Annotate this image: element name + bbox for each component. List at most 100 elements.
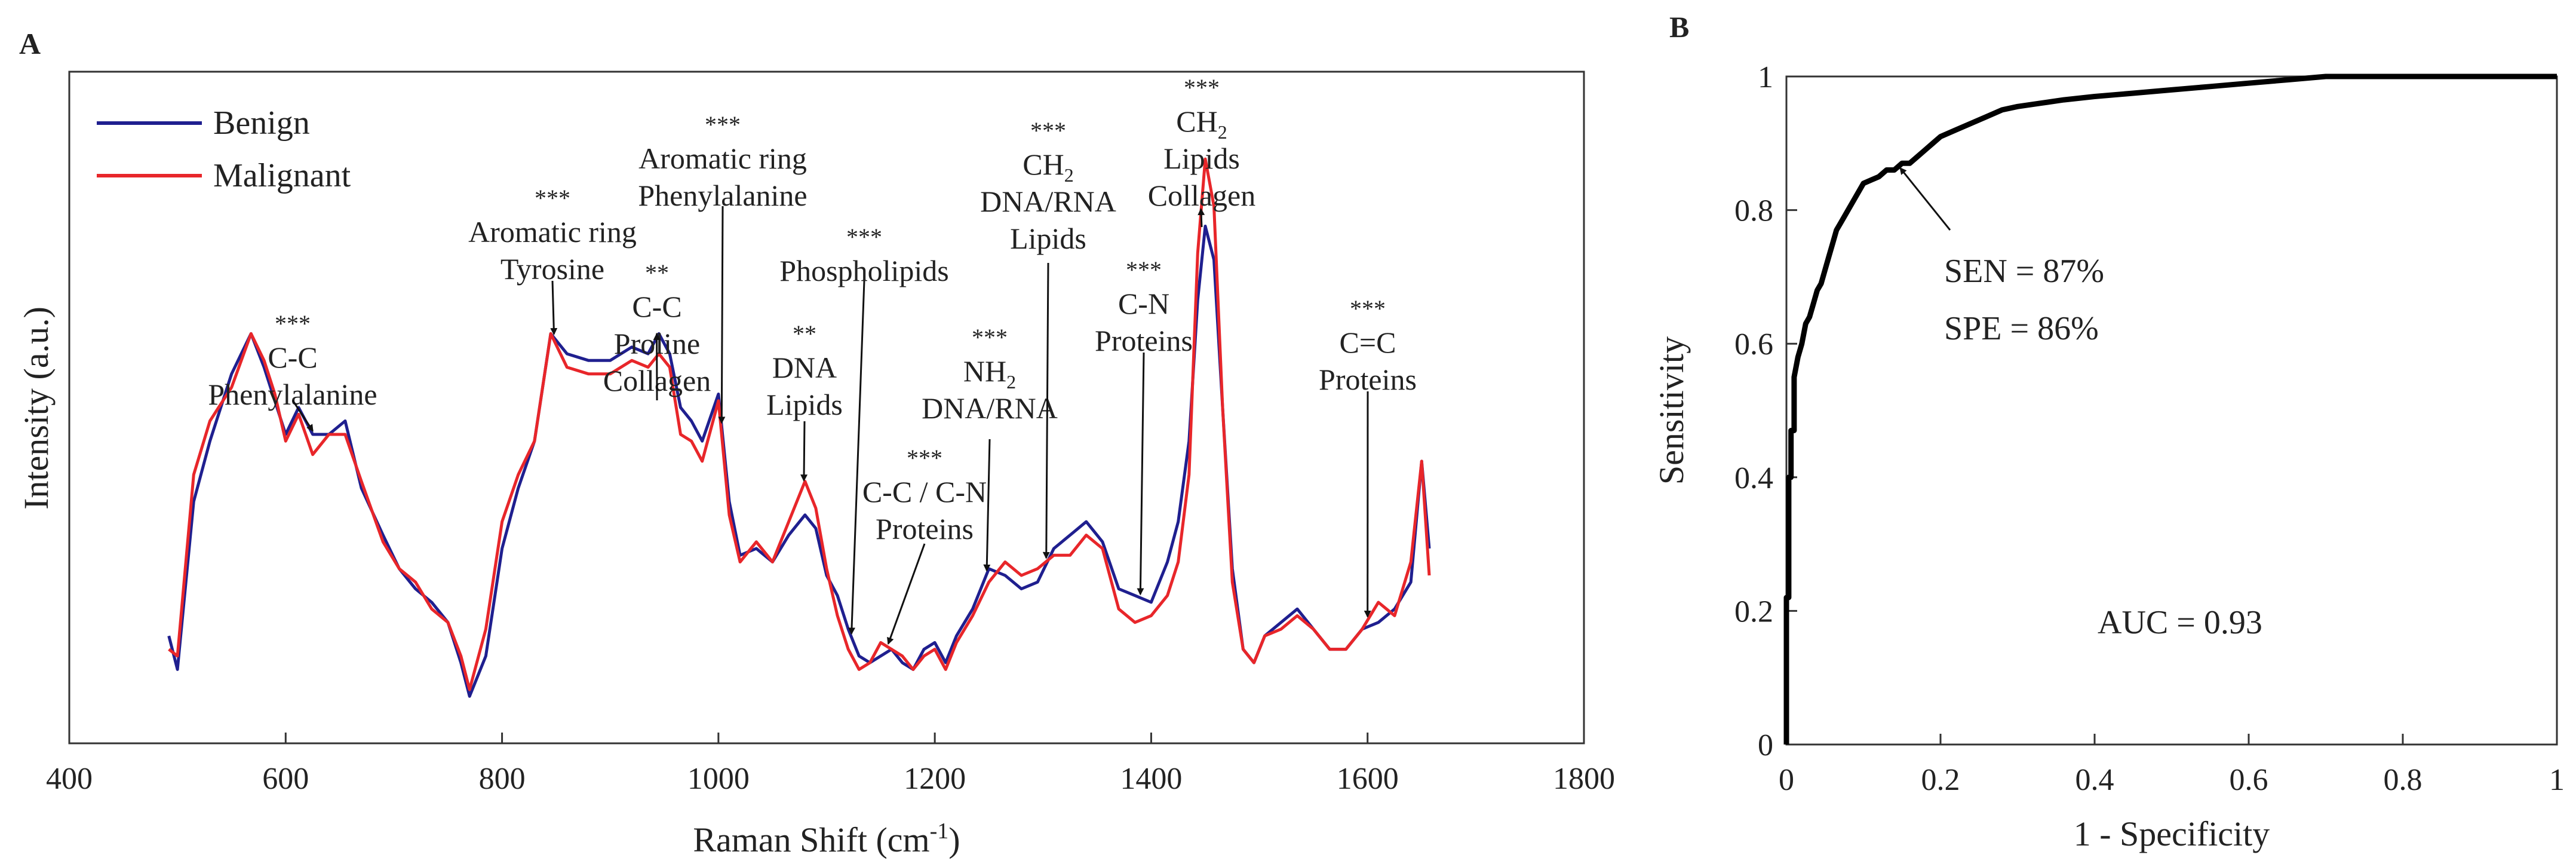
panel-label-b: B bbox=[1669, 10, 1689, 44]
spectra-chart: 400 600 800 1000 1200 1400 1600 1800 *** C-C Phen… bbox=[17, 71, 1615, 859]
significance-stars: *** bbox=[535, 185, 570, 212]
legend-malignant-label: Malignant bbox=[213, 157, 351, 194]
peak-label-line: C-C / C-N bbox=[862, 475, 987, 508]
significance-stars: ** bbox=[645, 259, 669, 286]
peak-annotation: *** C-C / C-N Proteins bbox=[862, 445, 987, 645]
peak-label-text: CH bbox=[1176, 105, 1217, 138]
peak-annotation: *** C=C Proteins bbox=[1319, 295, 1417, 618]
peak-arrow bbox=[291, 400, 314, 432]
roc-x-tick-label: 1 bbox=[2549, 763, 2565, 797]
spectra-line-malignant bbox=[168, 157, 1431, 691]
peak-annotation: ***Phospholipids bbox=[779, 223, 949, 635]
peak-label-line: CH2 bbox=[1176, 105, 1227, 143]
peak-label-line: Lipids bbox=[766, 388, 843, 421]
peak-label-line: DNA/RNA bbox=[980, 185, 1116, 218]
spectra-x-tick-label: 1600 bbox=[1337, 762, 1399, 796]
legend-benign-label: Benign bbox=[213, 105, 310, 142]
spectra-x-tick-label: 1800 bbox=[1553, 762, 1615, 796]
significance-stars: *** bbox=[1126, 256, 1162, 283]
spectra-x-tick-label: 1400 bbox=[1120, 762, 1182, 796]
peak-label-line: DNA/RNA bbox=[922, 391, 1058, 425]
significance-stars: *** bbox=[846, 223, 882, 250]
peak-arrow bbox=[887, 543, 926, 645]
spectra-x-tick-label: 400 bbox=[46, 762, 93, 796]
peak-annotation: *** C-C Phenylalanine bbox=[208, 310, 377, 432]
roc-x-tick-label: 0 bbox=[1779, 763, 1794, 797]
peak-label-line: C-N bbox=[1118, 287, 1169, 320]
peak-arrow bbox=[1137, 352, 1145, 596]
peak-label-subscript: 2 bbox=[1006, 371, 1016, 393]
peak-arrow bbox=[983, 439, 991, 572]
peak-arrow bbox=[848, 280, 865, 635]
roc-curve bbox=[1783, 73, 2557, 745]
peak-label-line: Lipids bbox=[1163, 142, 1240, 175]
peak-label-subscript: 2 bbox=[1064, 164, 1074, 186]
peak-label-text: Proteins bbox=[876, 512, 974, 546]
peak-arrow bbox=[550, 280, 558, 336]
roc-chart: 0 0.2 0.4 0.6 0.8 1 0 0.2 0.4 0.6 0.8 1 SEN = 87% S… bbox=[1652, 60, 2565, 853]
peak-arrow bbox=[1198, 208, 1205, 228]
spectra-x-tick-label: 800 bbox=[479, 762, 526, 796]
peak-label-line: Aromatic ring bbox=[468, 215, 637, 249]
roc-plot-frame bbox=[1785, 75, 2558, 746]
peak-label-line: Lipids bbox=[1010, 222, 1086, 255]
significance-stars: *** bbox=[1030, 117, 1066, 144]
peak-label-line: Aromatic ring bbox=[638, 142, 807, 175]
roc-x-tick-label: 0.8 bbox=[2384, 763, 2423, 797]
peak-label-text: Lipids bbox=[1010, 222, 1086, 255]
peak-label-line: C-C bbox=[268, 341, 317, 374]
peak-label-text: Aromatic ring bbox=[638, 142, 807, 175]
peak-label-text: Lipids bbox=[1163, 142, 1240, 175]
peak-label-text: DNA/RNA bbox=[922, 391, 1058, 425]
roc-x-axis-label: 1 - Specificity bbox=[2074, 814, 2270, 853]
peak-label-text: DNA bbox=[772, 351, 837, 384]
significance-stars: *** bbox=[705, 111, 741, 138]
peak-label-line: Tyrosine bbox=[501, 252, 604, 286]
peak-label-line: Phenylalanine bbox=[208, 378, 377, 411]
spectra-x-tick-label: 600 bbox=[262, 762, 309, 796]
peak-label-text: Tyrosine bbox=[501, 252, 604, 286]
roc-x-tick-label: 0.4 bbox=[2075, 763, 2114, 797]
spectra-x-axis-label: Raman Shift (cm-1) bbox=[693, 819, 960, 859]
spectra-x-tick-label: 1000 bbox=[687, 762, 750, 796]
peak-label-text: CH bbox=[1023, 148, 1064, 181]
roc-y-tick-label: 0.4 bbox=[1734, 461, 1773, 495]
significance-stars: *** bbox=[972, 324, 1008, 351]
peak-label-text: C-C / C-N bbox=[862, 475, 987, 508]
significance-stars: *** bbox=[907, 445, 942, 471]
significance-stars: *** bbox=[1350, 295, 1386, 322]
roc-specificity-annotation: SPE = 86% bbox=[1944, 310, 2099, 347]
peak-label-line: C=C bbox=[1340, 326, 1396, 359]
peak-arrow bbox=[718, 206, 726, 424]
peak-label-line: Proteins bbox=[1095, 324, 1193, 357]
peak-annotation: ** DNA Lipids bbox=[766, 320, 843, 482]
peak-label-text: DNA/RNA bbox=[980, 185, 1116, 218]
peak-label-text: C-C bbox=[268, 341, 317, 374]
peak-label-line: NH2 bbox=[963, 354, 1016, 393]
peak-label-text: C-N bbox=[1118, 287, 1169, 320]
peak-label-text: NH bbox=[963, 354, 1006, 388]
roc-y-tick-label: 1 bbox=[1758, 60, 1773, 94]
roc-auc-annotation: AUC = 0.93 bbox=[2098, 604, 2262, 641]
peak-label-text: C=C bbox=[1340, 326, 1396, 359]
peak-label-text: Proteins bbox=[1095, 324, 1193, 357]
peak-label-line: Proteins bbox=[1319, 363, 1417, 396]
peak-label-text: Collagen bbox=[1148, 179, 1256, 212]
peak-arrow bbox=[800, 421, 808, 482]
roc-y-axis-label: Sensitivity bbox=[1652, 336, 1691, 485]
peak-annotation: *** C-N Proteins bbox=[1095, 256, 1193, 596]
peak-label-line: C-C bbox=[632, 290, 681, 323]
peak-arrow bbox=[1042, 262, 1050, 559]
peak-label-line: DNA bbox=[772, 351, 837, 384]
panel-label-a: A bbox=[19, 27, 41, 60]
significance-stars: *** bbox=[1184, 74, 1220, 101]
significance-stars: ** bbox=[793, 320, 816, 347]
peak-label-text: Proteins bbox=[1319, 363, 1417, 396]
roc-x-tick-label: 0.2 bbox=[1921, 763, 1960, 797]
peak-label-text: Aromatic ring bbox=[468, 215, 637, 249]
